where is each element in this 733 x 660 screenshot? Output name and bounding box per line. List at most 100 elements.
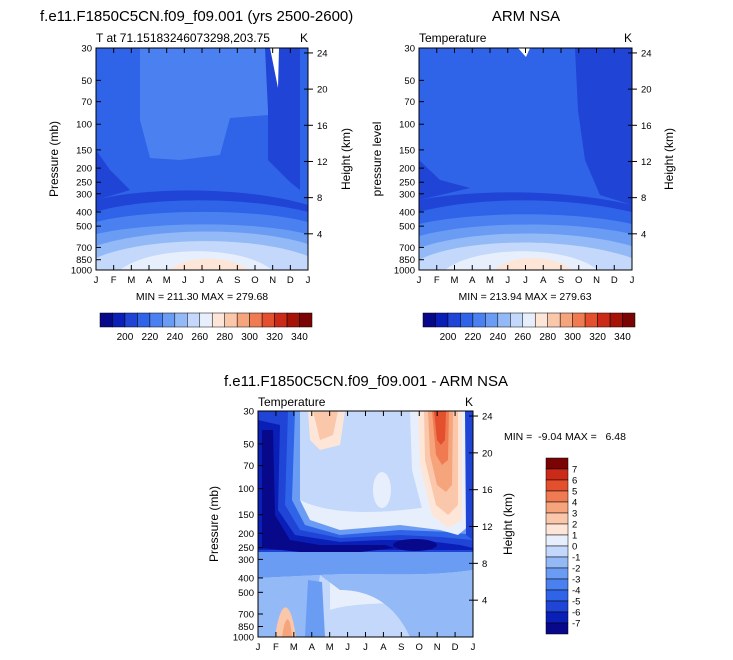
model-y-tick-label: 200	[76, 164, 92, 175]
diff-colorbar-swatch	[545, 512, 569, 525]
obs-ylabel-right: Height (km)	[662, 128, 676, 190]
model-band-260	[96, 231, 308, 258]
diff-y-right-tick-label: 12	[482, 522, 493, 533]
model-x-tick-label: A	[216, 275, 223, 286]
model-x-tick-label: N	[269, 275, 276, 286]
model-y-tick-label: 500	[76, 222, 92, 233]
model-colorbar-swatch	[224, 312, 238, 328]
diff-ylabel-right: Height (km)	[501, 493, 515, 555]
diff-colorbar-label: -5	[572, 597, 580, 608]
model-colorbar-swatch	[299, 312, 313, 328]
obs-ylabel: pressure level	[370, 122, 384, 197]
diff-colorbar-label: 3	[572, 509, 577, 520]
obs-subtitle-left: Temperature	[419, 31, 487, 45]
model-contour-field	[96, 48, 308, 270]
model-colorbar-label: 320	[266, 332, 283, 343]
model-colorbar-swatch	[187, 312, 201, 328]
model-y-tick-label: 300	[76, 189, 92, 200]
model-x-tick-label: O	[251, 275, 258, 286]
model-colorbar-swatch	[274, 312, 288, 328]
model-colorbar-swatch	[137, 312, 151, 328]
obs-x-tick-label: M	[451, 275, 459, 286]
obs-x-tick-label: A	[469, 275, 476, 286]
diff-colorbar-swatch	[545, 578, 569, 591]
diff-panel: f.e11.F1850C5CN.f09_f09.001 - ARM NSA Te…	[207, 373, 626, 653]
diff-colorbar-label: 2	[572, 520, 577, 531]
diff-colorbar-label: 1	[572, 531, 577, 542]
model-colorbar-label: 340	[291, 332, 308, 343]
model-y-tick-label: 150	[76, 145, 92, 156]
model-y-right-tick-label: 4	[317, 229, 322, 240]
diff-y-tick-label: 30	[243, 407, 254, 418]
obs-colorbar-swatch	[422, 312, 436, 328]
model-band-250	[96, 211, 308, 234]
diff-colorbar-label: -1	[572, 553, 580, 564]
diff-cold-core	[393, 539, 437, 551]
obs-colorbar-swatch	[572, 312, 586, 328]
obs-colorbar-label: 280	[539, 332, 556, 343]
diff-colorbar-swatch	[545, 534, 569, 547]
model-band-stratos-cold	[265, 48, 300, 190]
model-x-tick-label: M	[127, 275, 135, 286]
diff-colorbar-swatch	[545, 468, 569, 481]
model-colorbar-swatch	[99, 312, 113, 328]
diff-y-tick-label: 300	[238, 555, 254, 566]
obs-colorbar-swatch	[559, 312, 573, 328]
obs-x-tick-label: J	[523, 275, 528, 286]
obs-colorbar-swatch	[609, 312, 623, 328]
obs-band-240	[419, 192, 632, 212]
diff-y-tick-label: 1000	[233, 633, 254, 644]
diff-warm-low-2	[282, 619, 292, 637]
obs-colorbar-swatch	[534, 312, 548, 328]
diff-y-ticks-right: 24 20 16 12 8 4	[469, 412, 493, 607]
diff-colorbar-label: -3	[572, 575, 580, 586]
model-band-trop-cold	[96, 150, 130, 200]
model-band-275	[170, 258, 248, 270]
model-y-tick-label: 30	[81, 44, 92, 55]
diff-y-right-tick-label: 16	[482, 485, 493, 496]
model-colorbar-swatch	[236, 312, 250, 328]
diff-band-winter-neg5	[262, 430, 395, 552]
obs-band-275	[495, 258, 572, 270]
model-white-notch	[270, 48, 279, 88]
diff-x-tick-label: N	[434, 642, 441, 653]
model-y-ticks-right: 24 20 16 12 8 4	[304, 48, 328, 240]
diff-x-tick-label: M	[326, 642, 334, 653]
diff-colorbar-swatch	[545, 589, 569, 602]
obs-y-right-tick-label: 8	[641, 193, 646, 204]
obs-title: ARM NSA	[492, 8, 560, 25]
obs-colorbar-swatch	[435, 312, 449, 328]
diff-colorbar-swatch	[545, 479, 569, 492]
model-x-tick-label: J	[182, 275, 187, 286]
obs-y-tick-label: 100	[399, 120, 415, 131]
obs-y-tick-label: 850	[399, 255, 415, 266]
model-x-tick-label: A	[146, 275, 153, 286]
model-y-tick-label: 850	[76, 255, 92, 266]
model-colorbar-swatch	[149, 312, 163, 328]
model-y-right-tick-label: 24	[317, 48, 328, 59]
obs-y-tick-label: 700	[399, 243, 415, 254]
obs-colorbar-swatch	[447, 312, 461, 328]
model-colorbar-swatch	[199, 312, 213, 328]
model-band-255	[96, 224, 308, 246]
model-band-220	[140, 48, 268, 160]
diff-y-tick-label: 500	[238, 588, 254, 599]
model-y-tick-label: 70	[81, 97, 92, 108]
model-subtitle-left: T at 71.15183246073298,203.75	[96, 31, 270, 45]
diff-band-mid	[258, 552, 473, 578]
model-colorbar-label: 260	[191, 332, 208, 343]
diff-warm-right-6	[434, 411, 446, 445]
diff-warm-upper-2	[313, 411, 338, 440]
obs-x-tick-label: J	[417, 275, 422, 286]
diff-colorbar-label: 7	[572, 465, 577, 476]
obs-white-notch	[518, 48, 530, 57]
obs-colorbar-label: 260	[514, 332, 531, 343]
obs-y-tick-label: 300	[399, 189, 415, 200]
